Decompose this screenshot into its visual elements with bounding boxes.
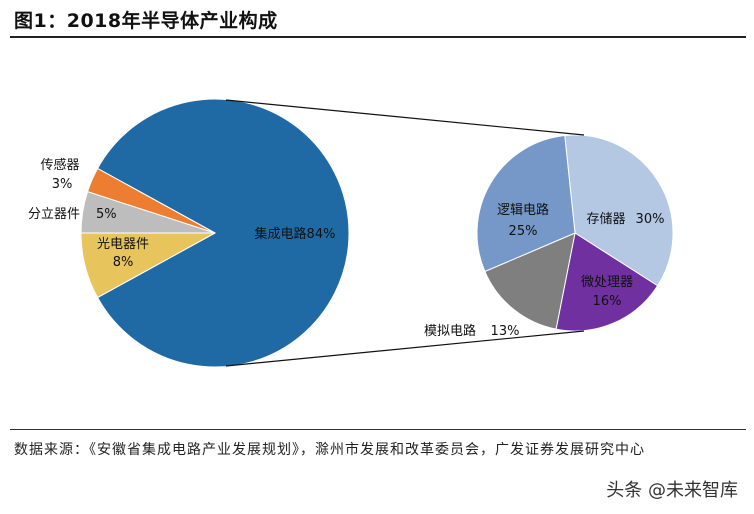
source-rule	[10, 429, 746, 430]
chart-marks	[80, 98, 674, 368]
main-label-opto-value: 8%	[113, 255, 134, 270]
title-rule	[10, 36, 746, 38]
sub-pie-slice-1	[555, 232, 659, 332]
sub-label-memory-name: 存储器	[586, 212, 625, 227]
sub-label-analog-name: 模拟电路	[424, 323, 476, 339]
main-label-sensor-value: 3%	[52, 177, 73, 192]
pie-of-pie-chart: 集成电路84% 光电器件 8% 分立器件 5% 传感器 3% 存储器 30% 微处理器 16% 模拟电…	[28, 98, 674, 368]
connector-line-bottom	[225, 330, 585, 367]
sub-label-cpu-name: 微处理器	[581, 275, 633, 290]
sub-pie-slice-3	[476, 134, 576, 273]
sub-pie-slice-0	[564, 134, 674, 287]
main-label-discrete-value: 5%	[96, 207, 117, 222]
sub-label-cpu-value: 16%	[593, 294, 622, 309]
sub-label-logic-value: 25%	[509, 224, 538, 239]
sub-pie-slice-2	[484, 232, 576, 330]
watermark: 头条 @未来智库	[606, 480, 738, 501]
main-label-opto-name: 光电器件	[97, 237, 149, 252]
main-pie-slice-3	[86, 167, 216, 234]
sub-label-analog-value: 13%	[491, 324, 520, 339]
chart-title: 图1：2018年半导体产业构成	[14, 10, 278, 32]
main-label-ic: 集成电路84%	[255, 226, 336, 242]
connector-line-top	[225, 99, 585, 136]
chart-labels: 集成电路84% 光电器件 8% 分立器件 5% 传感器 3% 存储器 30% 微处理器 16% 模拟电…	[28, 157, 664, 339]
sub-label-logic-name: 逻辑电路	[497, 202, 549, 218]
sub-label-memory-value: 30%	[636, 212, 665, 227]
main-label-sensor-name: 传感器	[40, 157, 79, 173]
main-pie-slice-0	[96, 98, 350, 368]
main-label-discrete-name: 分立器件	[28, 207, 80, 222]
source-note: 数据来源：《安徽省集成电路产业发展规划》，滁州市发展和改革委员会，广发证券发展研…	[14, 442, 645, 458]
